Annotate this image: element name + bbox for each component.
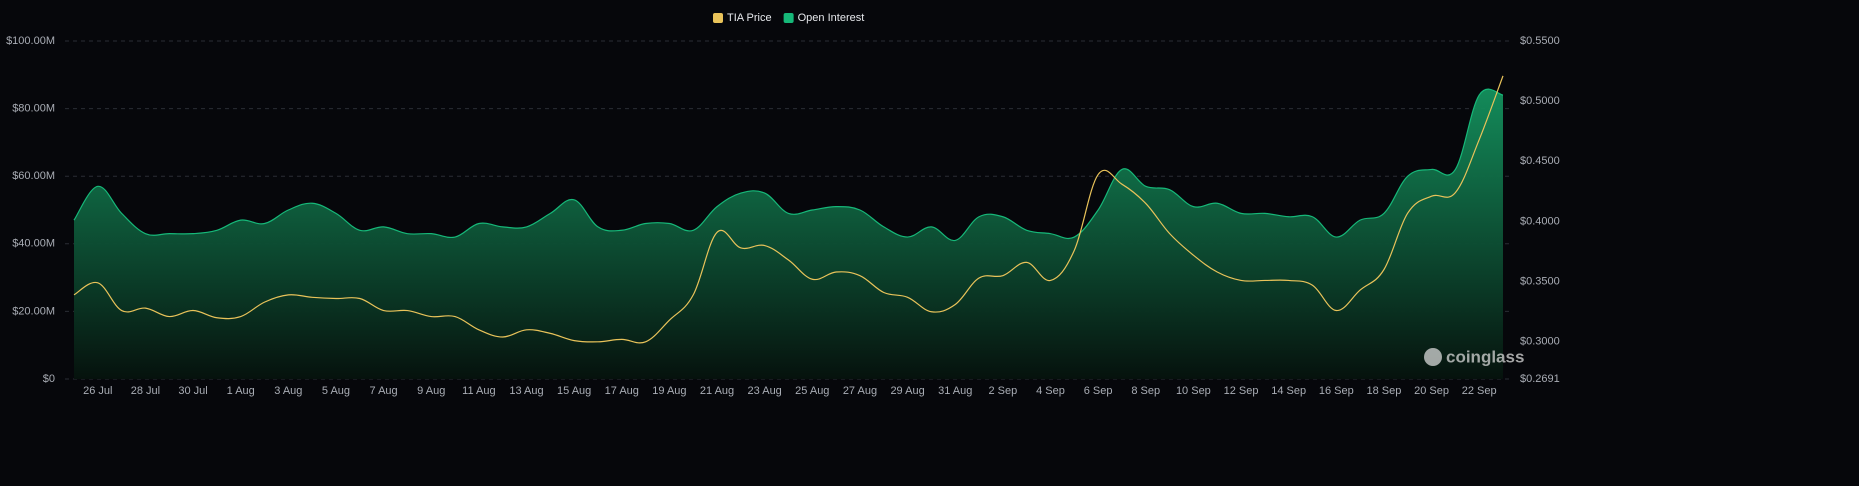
y-tick-label: $60.00M [12, 170, 55, 182]
x-tick-label: 8 Sep [1131, 385, 1160, 397]
legend-label: TIA Price [727, 12, 772, 24]
x-tick-label: 2 Sep [988, 385, 1017, 397]
y2-tick-label: $0.3500 [1520, 276, 1560, 288]
y-tick-label: $40.00M [12, 238, 55, 250]
watermark-logo: coinglass [1424, 347, 1524, 366]
area-fill [74, 89, 1503, 380]
x-tick-label: 12 Sep [1224, 385, 1259, 397]
x-tick-label: 23 Aug [748, 385, 782, 397]
y-tick-label: $0 [43, 373, 55, 385]
legend-label: Open Interest [798, 12, 865, 24]
x-tick-label: 9 Aug [417, 385, 445, 397]
legend-swatch [713, 13, 723, 23]
x-tick-label: 14 Sep [1271, 385, 1306, 397]
y-tick-label: $80.00M [12, 103, 55, 115]
x-tick-label: 5 Aug [322, 385, 350, 397]
x-tick-label: 30 Jul [178, 385, 207, 397]
x-tick-label: 10 Sep [1176, 385, 1211, 397]
x-tick-label: 25 Aug [795, 385, 829, 397]
y2-tick-label: $0.3000 [1520, 336, 1560, 348]
x-tick-label: 31 Aug [938, 385, 972, 397]
y2-tick-label: $0.5000 [1520, 95, 1560, 107]
y2-tick-label: $0.4000 [1520, 215, 1560, 227]
x-tick-label: 7 Aug [370, 385, 398, 397]
x-tick-label: 13 Aug [509, 385, 543, 397]
x-tick-label: 15 Aug [557, 385, 591, 397]
x-tick-label: 22 Sep [1462, 385, 1497, 397]
x-tick-label: 17 Aug [605, 385, 639, 397]
x-tick-label: 6 Sep [1084, 385, 1113, 397]
x-tick-label: 4 Sep [1036, 385, 1065, 397]
x-tick-label: 26 Jul [83, 385, 112, 397]
y-tick-label: $20.00M [12, 305, 55, 317]
y2-tick-label: $0.2691 [1520, 373, 1560, 385]
y2-tick-label: $0.4500 [1520, 155, 1560, 167]
x-tick-label: 16 Sep [1319, 385, 1354, 397]
x-tick-label: 27 Aug [843, 385, 877, 397]
legend-swatch [783, 13, 794, 23]
x-tick-label: 3 Aug [274, 385, 302, 397]
logo-icon [1424, 348, 1442, 366]
x-tick-label: 21 Aug [700, 385, 734, 397]
x-tick-label: 20 Sep [1414, 385, 1449, 397]
y2-tick-label: $0.5500 [1520, 35, 1560, 47]
watermark: coinglass [1446, 347, 1524, 366]
price-line [73, 75, 1504, 344]
x-tick-label: 1 Aug [227, 385, 255, 397]
x-tick-label: 19 Aug [652, 385, 686, 397]
x-tick-label: 18 Sep [1366, 385, 1401, 397]
x-tick-label: 29 Aug [890, 385, 924, 397]
y-tick-label: $100.00M [6, 35, 55, 47]
x-tick-label: 11 Aug [462, 385, 495, 397]
x-tick-label: 28 Jul [131, 385, 160, 397]
area-line [73, 88, 1504, 242]
